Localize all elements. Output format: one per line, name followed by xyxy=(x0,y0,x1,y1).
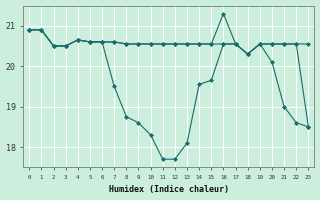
X-axis label: Humidex (Indice chaleur): Humidex (Indice chaleur) xyxy=(109,185,229,194)
